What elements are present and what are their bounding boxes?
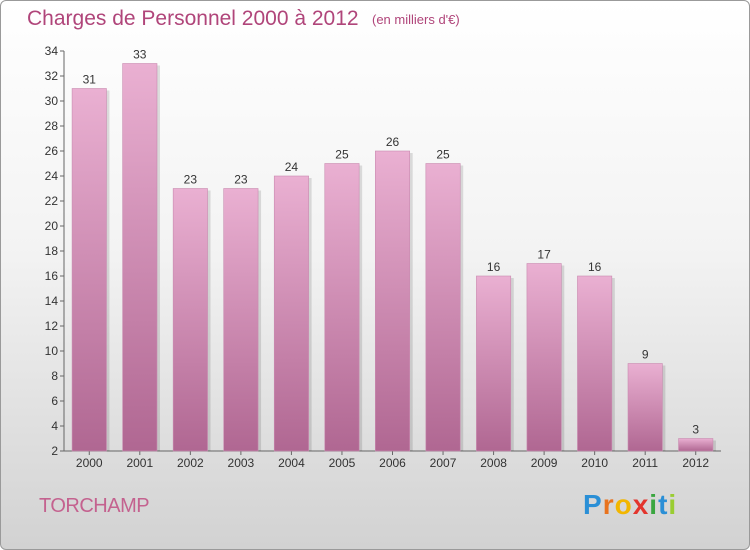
- y-tick-label: 14: [45, 294, 59, 308]
- data-label-2003: 23: [234, 173, 248, 187]
- logo-letter: x: [632, 489, 650, 520]
- logo-letter: P: [583, 489, 603, 520]
- data-labels: 31 33 23 23 24 25 26 25 16 17 16 9 3: [83, 48, 700, 437]
- proxiti-logo[interactable]: Proxiti: [583, 489, 677, 521]
- logo-letter: i: [649, 489, 659, 520]
- y-tick-label: 24: [45, 169, 59, 183]
- logo-letter: r: [602, 489, 615, 520]
- bar-2007[interactable]: [425, 163, 461, 452]
- data-label-2012: 3: [692, 423, 699, 437]
- bar-2000[interactable]: [71, 88, 107, 452]
- y-tick-label: 12: [45, 319, 59, 333]
- y-tick-label: 10: [45, 344, 59, 358]
- bar-2012[interactable]: [678, 438, 714, 452]
- bar-2011[interactable]: [627, 363, 663, 452]
- y-tick-label: 4: [51, 419, 58, 433]
- x-tick-label-2012: 2012: [682, 456, 709, 470]
- x-tick-label-2009: 2009: [531, 456, 558, 470]
- y-tick-label: 16: [45, 269, 59, 283]
- commune-name: TORCHAMP: [39, 495, 150, 517]
- data-label-2010: 16: [588, 260, 602, 274]
- data-label-2001: 33: [133, 48, 147, 62]
- chart-title: Charges de Personnel 2000 à 2012: [27, 7, 359, 30]
- bar-2005[interactable]: [324, 163, 360, 452]
- logo-letter: i: [668, 489, 678, 520]
- bar-2002[interactable]: [172, 188, 208, 452]
- y-tick-label: 22: [45, 194, 59, 208]
- bars: [71, 63, 716, 452]
- data-label-2000: 31: [83, 73, 97, 87]
- y-tick-label: 6: [51, 394, 58, 408]
- y-tick-label: 30: [45, 94, 59, 108]
- data-label-2007: 25: [436, 148, 450, 162]
- bar-2009[interactable]: [526, 263, 562, 452]
- data-label-2002: 23: [184, 173, 198, 187]
- y-tick-label: 26: [45, 144, 59, 158]
- data-label-2008: 16: [487, 260, 501, 274]
- x-tick-label-2004: 2004: [278, 456, 305, 470]
- x-tick-label-2011: 2011: [632, 456, 658, 470]
- y-tick-label: 34: [45, 44, 59, 58]
- x-tick-label-2002: 2002: [177, 456, 204, 470]
- y-tick-label: 8: [51, 369, 58, 383]
- x-tick-label-2003: 2003: [228, 456, 255, 470]
- chart-subtitle: (en milliers d'€): [372, 12, 460, 27]
- data-label-2006: 26: [386, 135, 400, 149]
- y-tick-label: 28: [45, 119, 59, 133]
- y-tick-label: 32: [45, 69, 59, 83]
- bar-2001[interactable]: [122, 63, 158, 452]
- data-label-2009: 17: [537, 248, 551, 262]
- logo-letter: t: [658, 489, 669, 520]
- y-tick-label: 20: [45, 219, 59, 233]
- y-tick-label: 2: [51, 444, 58, 458]
- data-label-2005: 25: [335, 148, 349, 162]
- y-tick-label: 18: [45, 244, 59, 258]
- x-tick-label-2000: 2000: [76, 456, 103, 470]
- x-tick-label-2008: 2008: [480, 456, 507, 470]
- x-tick-label-2005: 2005: [329, 456, 356, 470]
- bar-2003[interactable]: [223, 188, 259, 452]
- x-axis: 2000 2001 2002 2003 2004 2005 2006 2007 2008 2009…: [64, 450, 721, 470]
- data-label-2004: 24: [285, 160, 299, 174]
- x-tick-label-2006: 2006: [379, 456, 406, 470]
- x-tick-label-2007: 2007: [430, 456, 457, 470]
- x-tick-label-2001: 2001: [126, 456, 153, 470]
- bar-2008[interactable]: [476, 275, 512, 452]
- logo-letter: o: [614, 489, 633, 520]
- data-label-2011: 9: [642, 348, 649, 362]
- bar-2004[interactable]: [273, 175, 309, 452]
- bar-2006[interactable]: [375, 150, 410, 452]
- x-tick-label-2010: 2010: [581, 456, 608, 470]
- bar-2010[interactable]: [577, 275, 613, 452]
